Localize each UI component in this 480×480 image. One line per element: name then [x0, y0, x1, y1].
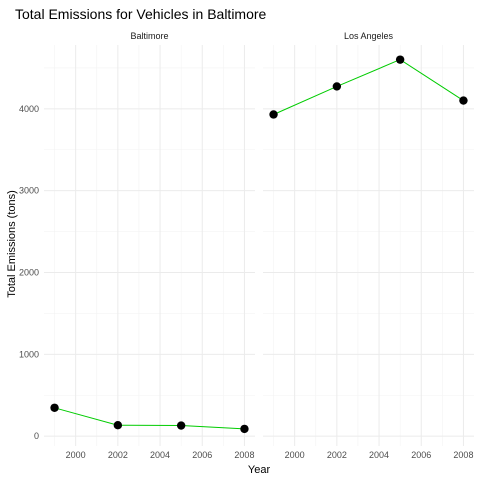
panel-2: Los Angeles 2000 2002 2004 2006 2008: [263, 31, 474, 460]
x-tick-label: 2002: [108, 450, 128, 460]
x-tick-label: 2004: [369, 450, 389, 460]
x-tick-label: 2000: [285, 450, 305, 460]
data-point: [459, 96, 468, 105]
series-line: [54, 407, 245, 430]
data-point: [332, 82, 342, 91]
y-tick-label: 2000: [19, 268, 39, 278]
series-line: [273, 59, 464, 115]
x-tick-label: 2008: [234, 450, 254, 460]
x-axis-title: Year: [248, 464, 271, 476]
x-tick-label: 2006: [411, 450, 431, 460]
x-tick-label: 2002: [327, 450, 347, 460]
data-point: [240, 424, 249, 434]
x-tick-label: 2006: [192, 450, 212, 460]
y-tick-label: 3000: [19, 186, 39, 196]
facet-panels: Baltimore 2000 2002 2004 2006 2008 0 1000 2000 30…: [19, 31, 474, 460]
x-tick-label: 2004: [150, 450, 170, 460]
data-point: [50, 403, 59, 412]
y-tick-label: 0: [34, 431, 39, 441]
y-tick-label: 1000: [19, 349, 39, 359]
chart-title: Total Emissions for Vehicles in Baltimor…: [15, 6, 267, 22]
panel-strip-label: Baltimore: [130, 31, 168, 41]
data-point: [269, 110, 278, 119]
data-point: [395, 55, 405, 64]
x-tick-label: 2008: [453, 450, 473, 460]
panel-strip-label: Los Angeles: [344, 31, 394, 41]
x-tick-label: 2000: [66, 450, 86, 460]
y-tick-label: 4000: [19, 104, 39, 114]
data-point: [176, 421, 186, 430]
y-axis-title: Total Emissions (tons): [6, 190, 18, 298]
panel-1: Baltimore 2000 2002 2004 2006 2008 0 1000 2000 30…: [19, 31, 255, 460]
data-point: [113, 421, 123, 430]
